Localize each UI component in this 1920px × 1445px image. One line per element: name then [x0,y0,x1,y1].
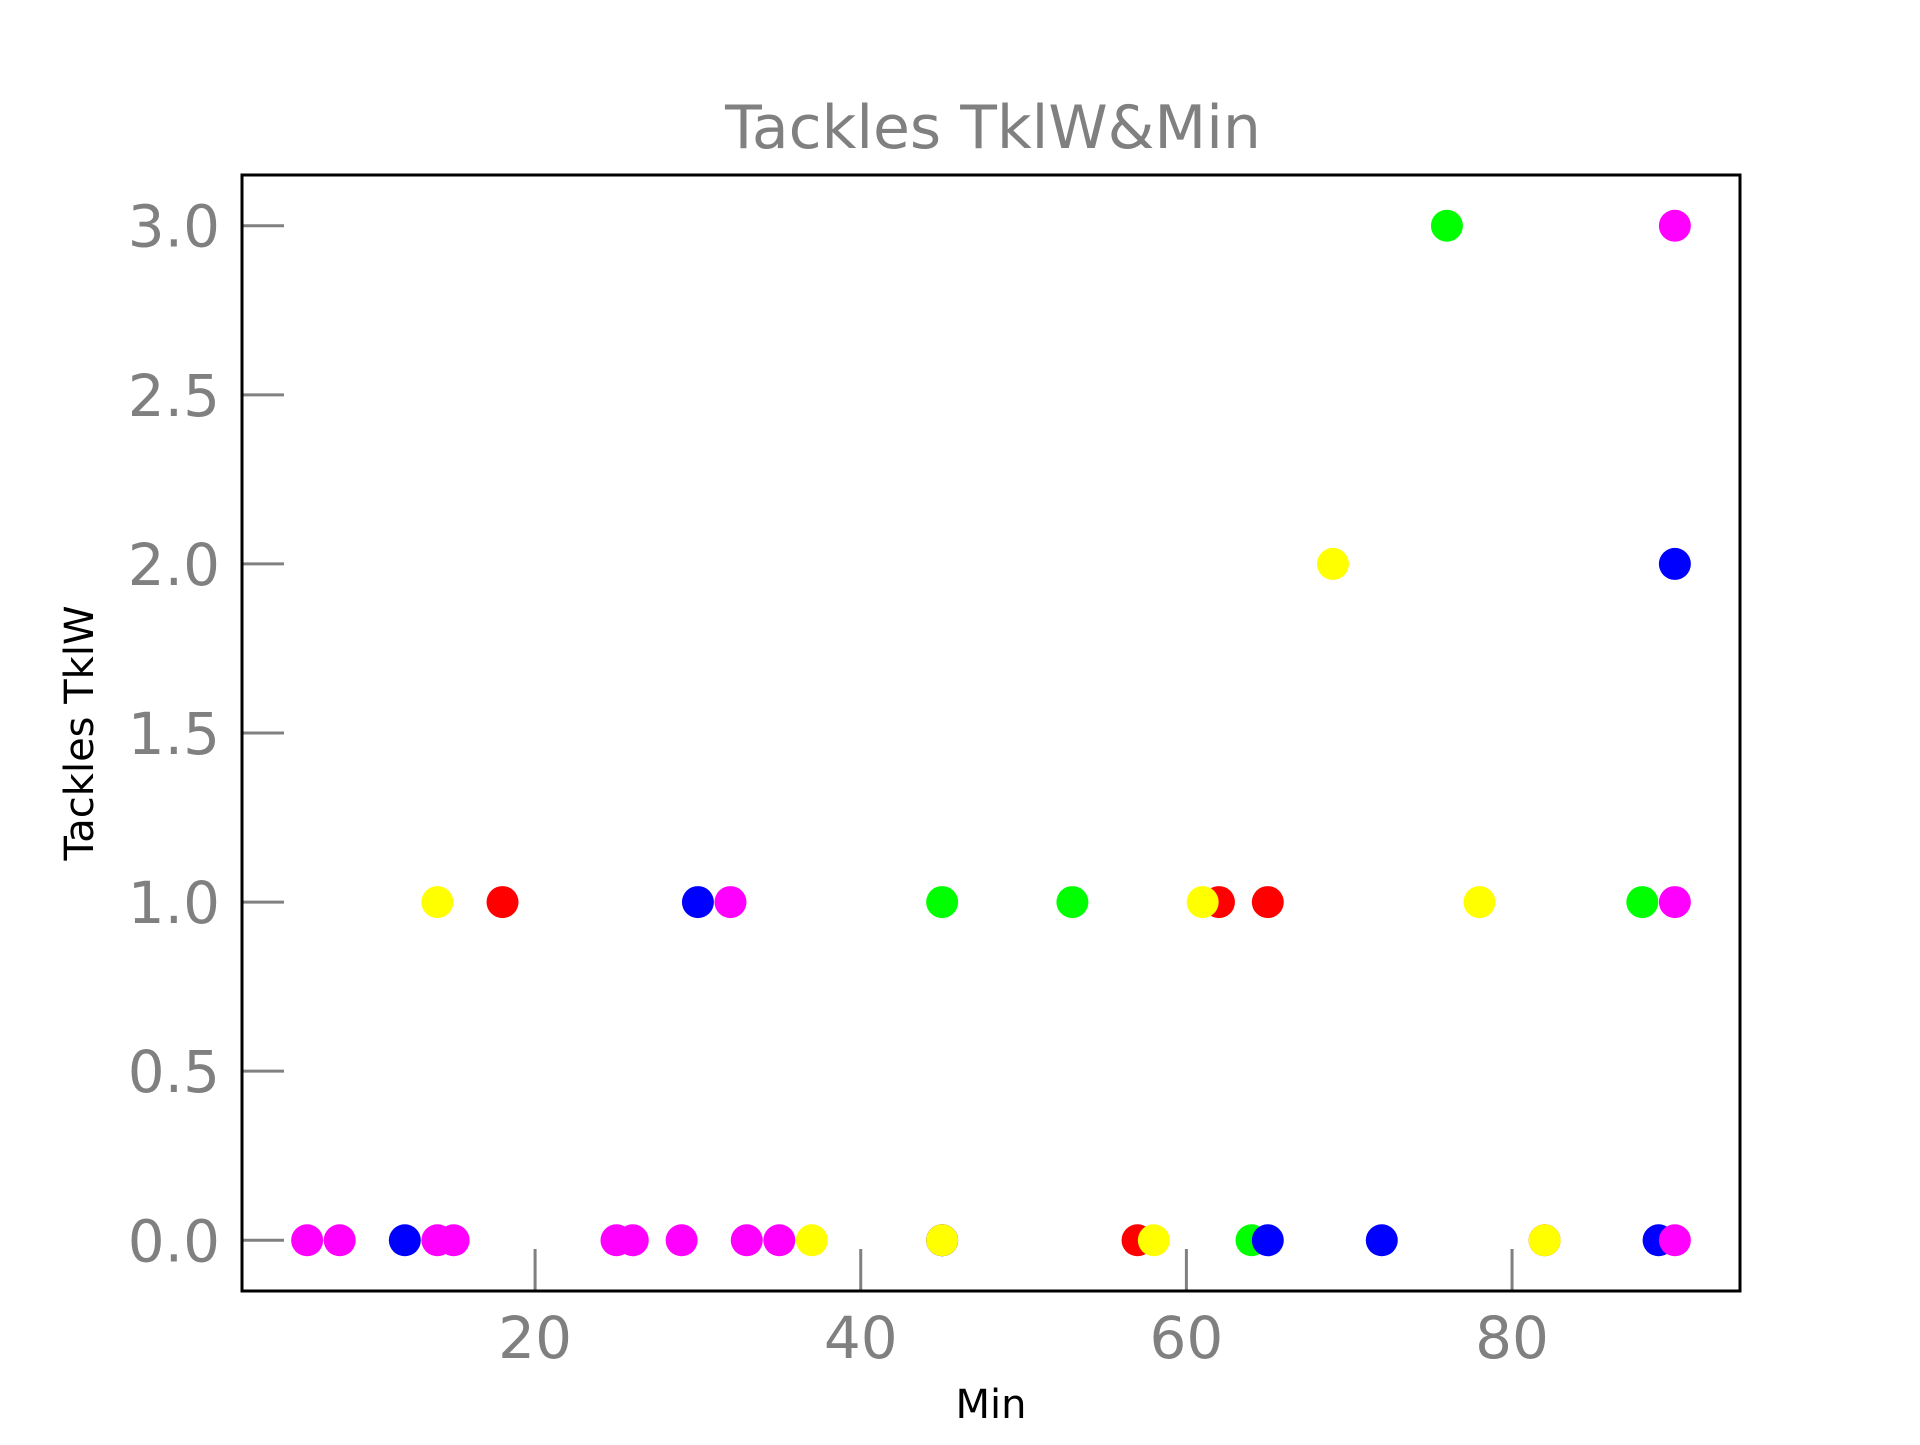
y-tick-label: 2.5 [128,362,220,430]
data-point [926,1224,959,1257]
ticks-layer: 0.0 0.5 1.0 1.5 2.0 2.5 3.0 20 40 60 80 [128,193,1549,1372]
data-point [291,1224,324,1257]
y-tick-label: 1.0 [128,869,220,937]
data-point [681,886,714,919]
y-tick-label: 1.5 [128,700,220,768]
data-point [1463,886,1496,919]
data-point [1528,1224,1561,1257]
x-axis-label: Min [956,1382,1027,1428]
data-point [1626,886,1659,919]
x-tick-label: 80 [1475,1304,1549,1372]
y-tick-label: 3.0 [128,193,220,261]
data-point [421,886,454,919]
plot-frame [240,173,1742,1293]
y-tick-label: 0.5 [128,1038,220,1106]
data-point [1365,1224,1398,1257]
data-point [323,1224,356,1257]
data-point [795,1224,828,1257]
x-tick-label: 60 [1149,1304,1223,1372]
data-point [1056,886,1089,919]
data-point [1658,1224,1691,1257]
chart-title: Tackles TklW&Min [724,93,1261,163]
data-point [763,1224,796,1257]
y-axis-label: Tackles TklW [57,605,103,861]
data-point [1137,1224,1170,1257]
data-point [730,1224,763,1257]
data-point [1316,547,1349,580]
x-tick-label: 20 [498,1304,572,1372]
data-point [1251,886,1284,919]
data-point [616,1224,649,1257]
data-point [714,886,747,919]
data-point [665,1224,698,1257]
data-point [388,1224,421,1257]
data-point [1658,886,1691,919]
data-point [486,886,519,919]
data-point [1658,209,1691,242]
data-point [1658,547,1691,580]
y-tick-label: 0.0 [128,1207,220,1275]
y-tick-label: 2.0 [128,531,220,599]
data-point [926,886,959,919]
data-point [1186,886,1219,919]
data-point [437,1224,470,1257]
data-point [1251,1224,1284,1257]
x-tick-label: 40 [824,1304,898,1372]
data-point [1430,209,1463,242]
points-layer [291,209,1691,1257]
